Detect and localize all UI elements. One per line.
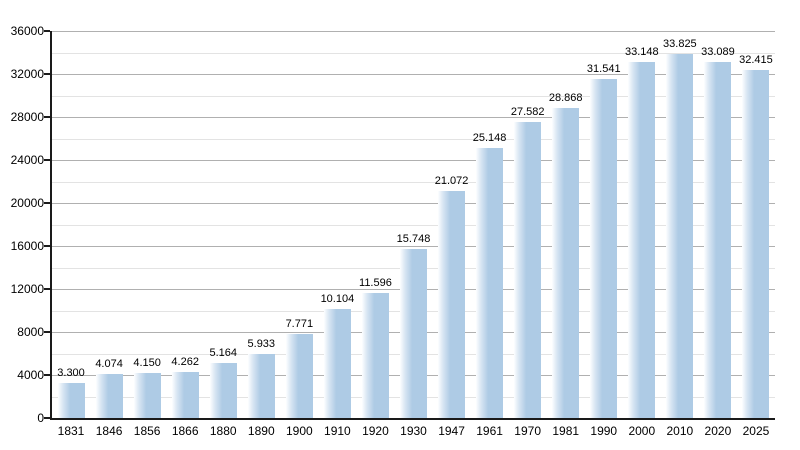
- bar-2010: [666, 54, 694, 418]
- bar-value-label: 33.148: [624, 45, 659, 58]
- y-axis-tick-label: 4000: [17, 368, 44, 382]
- x-axis-tick-label: 2020: [704, 424, 732, 438]
- x-axis-tick-label: 1846: [95, 424, 123, 438]
- y-axis-tick: [44, 331, 50, 333]
- bar-value-label: 32.415: [739, 53, 773, 66]
- bar-value-label: 25.148: [472, 131, 507, 144]
- y-axis-tick: [44, 245, 50, 247]
- minor-gridline: [52, 181, 775, 183]
- x-axis-tick-label: 2000: [628, 424, 656, 438]
- x-axis-tick-label: 1990: [590, 424, 618, 438]
- minor-gridline: [52, 95, 775, 97]
- x-axis-tick-label: 1970: [514, 424, 541, 438]
- y-axis-tick: [44, 116, 50, 118]
- bar-value-label: 11.596: [359, 277, 392, 290]
- y-axis-tick-label: 16000: [10, 239, 44, 253]
- bar-value-label: 31.541: [586, 62, 621, 75]
- x-axis-tick-label: 2010: [666, 424, 694, 438]
- bar-1920: [361, 293, 389, 418]
- x-axis-tick-label: 2025: [742, 424, 770, 438]
- x-axis-tick-label: 1920: [362, 424, 389, 438]
- bar-1866: [171, 372, 199, 418]
- x-axis-tick-label: 1880: [209, 424, 237, 438]
- major-gridline: [52, 117, 775, 118]
- bar-value-label: 10.104: [320, 293, 355, 306]
- bar-1856: [133, 373, 161, 418]
- bar-value-label: 33.825: [663, 38, 697, 51]
- bar-1890: [247, 354, 275, 418]
- bar-1970: [514, 121, 542, 418]
- bar-value-label: 3.300: [57, 366, 85, 379]
- bar-value-label: 15.748: [396, 232, 431, 245]
- x-axis-tick-label: 1856: [133, 424, 161, 438]
- bar-1981: [552, 107, 580, 418]
- bar-1900: [285, 334, 313, 418]
- bar-value-label: 5.933: [247, 338, 276, 351]
- y-axis-tick: [44, 202, 50, 204]
- major-gridline: [52, 74, 775, 75]
- major-gridline: [52, 203, 775, 204]
- major-gridline: [52, 31, 775, 32]
- x-axis-tick-label: 1961: [476, 424, 503, 438]
- bar-1990: [590, 78, 618, 418]
- minor-gridline: [52, 52, 775, 54]
- bar-1947: [438, 191, 466, 418]
- plot-area: 3.300 4.074 4.150 4.262 5.164 5.933 7.771 10.10…: [50, 31, 775, 420]
- x-axis-tick-label: 1981: [552, 424, 580, 438]
- y-axis-tick: [44, 30, 50, 32]
- x-axis-tick-label: 1947: [438, 424, 465, 438]
- y-axis-tick-label: 32000: [10, 67, 44, 81]
- major-gridline: [52, 160, 775, 161]
- bar-1846: [95, 374, 123, 418]
- bar-value-label: 27.582: [510, 105, 545, 118]
- x-axis-tick-label: 1930: [400, 424, 427, 438]
- y-axis-tick: [44, 374, 50, 376]
- x-axis-tick-label: 1890: [247, 424, 275, 438]
- bar-value-label: 4.262: [171, 356, 199, 369]
- y-axis-tick-label: 12000: [10, 282, 44, 296]
- y-axis-tick-label: 28000: [10, 110, 44, 124]
- bar-value-label: 28.868: [548, 91, 583, 104]
- bar-1930: [400, 248, 427, 418]
- minor-gridline: [52, 138, 775, 140]
- bar-value-label: 5.164: [209, 346, 237, 359]
- y-axis-tick-label: 20000: [10, 196, 44, 210]
- minor-gridline: [52, 224, 775, 226]
- bar-value-label: 21.072: [434, 175, 469, 188]
- bar-1880: [209, 362, 237, 418]
- major-gridline: [52, 246, 775, 247]
- bar-value-label: 7.771: [285, 318, 314, 331]
- bar-value-label: 4.074: [95, 358, 123, 371]
- y-axis-tick-label: 8000: [17, 325, 44, 339]
- bar-2020: [704, 62, 732, 418]
- y-axis-tick-label: 0: [37, 411, 44, 425]
- x-axis-tick-label: 1910: [324, 424, 351, 438]
- bar-1831: [57, 382, 85, 418]
- bar-2000: [628, 61, 656, 418]
- y-axis-tick: [44, 417, 50, 419]
- y-axis-tick: [44, 288, 50, 290]
- x-axis-tick-label: 1900: [285, 424, 313, 438]
- bar-2025: [742, 69, 770, 418]
- y-axis-tick-label: 24000: [10, 153, 44, 167]
- y-axis-tick: [44, 73, 50, 75]
- bar-value-label: 33.089: [701, 46, 735, 59]
- y-axis-tick-label: 36000: [10, 24, 44, 38]
- x-axis-tick-label: 1866: [171, 424, 199, 438]
- x-axis-tick-label: 1831: [57, 424, 85, 438]
- bar-value-label: 4.150: [133, 357, 161, 370]
- y-axis-tick: [44, 159, 50, 161]
- bar-1961: [476, 147, 504, 418]
- bar-1910: [323, 309, 351, 418]
